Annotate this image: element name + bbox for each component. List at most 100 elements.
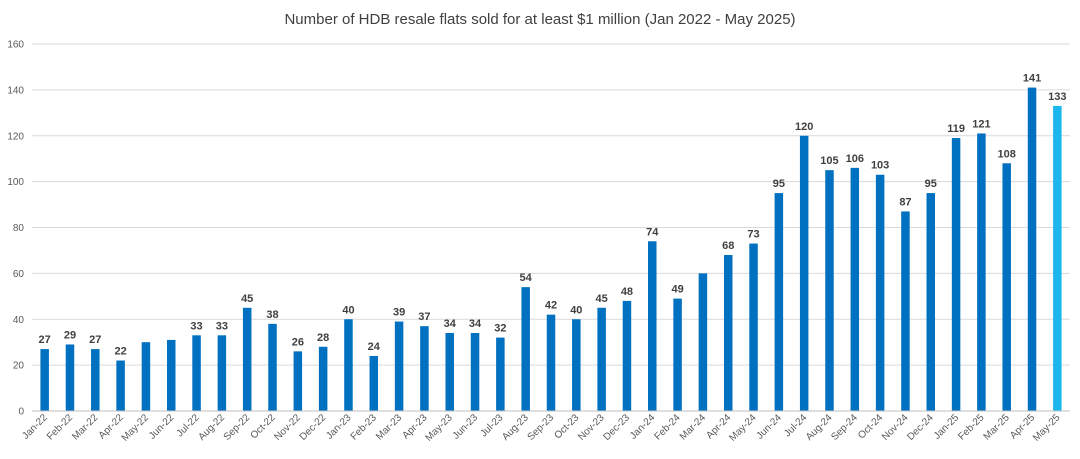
x-tick-label: Dec-24: [905, 412, 936, 443]
data-label: 34: [444, 318, 457, 330]
bar: [116, 360, 125, 411]
x-tick-label: Mar-23: [374, 412, 404, 442]
bar: [40, 349, 49, 411]
bar: [951, 138, 961, 411]
bar: [774, 193, 784, 411]
data-label: 22: [114, 346, 126, 358]
y-tick-label: 60: [13, 269, 25, 280]
bar: [648, 241, 657, 411]
bar: [825, 170, 834, 411]
x-tick-label: Jan-23: [324, 412, 354, 442]
x-tick-label: Nov-22: [272, 412, 303, 443]
data-label: 40: [570, 304, 582, 316]
bar: [470, 333, 480, 411]
bar: [572, 319, 581, 411]
x-tick-label: May-25: [1031, 412, 1063, 444]
gridlines: [32, 43, 1070, 366]
data-label: 141: [1023, 73, 1041, 85]
bar: [1002, 163, 1011, 411]
data-label: 45: [596, 293, 608, 305]
bar: [546, 314, 556, 411]
x-tick-label: Aug-23: [500, 412, 531, 443]
x-tick-label: Nov-24: [880, 412, 911, 443]
x-tick-label: Mar-25: [982, 412, 1012, 442]
x-tick-label: Mar-24: [678, 412, 708, 442]
y-tick-label: 20: [13, 361, 25, 372]
bar: [141, 342, 151, 411]
x-tick-label: Dec-23: [601, 412, 632, 443]
y-tick-label: 80: [13, 223, 25, 234]
data-label: 119: [947, 123, 965, 135]
x-axis-ticks: Jan-22Feb-22Mar-22Apr-22May-22Jun-22Jul-…: [20, 412, 1062, 444]
y-tick-label: 140: [7, 85, 24, 96]
data-label: 103: [871, 160, 889, 172]
data-label: 95: [925, 178, 937, 190]
data-label: 27: [89, 334, 101, 346]
x-tick-label: Nov-23: [576, 412, 607, 443]
data-label: 54: [520, 272, 533, 284]
data-label: 27: [39, 334, 51, 346]
bar: [242, 307, 252, 411]
x-tick-label: Sep-23: [526, 412, 557, 443]
data-label: 38: [266, 309, 278, 321]
x-tick-label: Jan-22: [20, 412, 50, 442]
data-label: 120: [795, 121, 813, 133]
x-tick-label: Sep-24: [829, 412, 860, 443]
bar: [420, 326, 429, 411]
data-label: 48: [621, 286, 633, 298]
data-label: 34: [469, 318, 482, 330]
bar: [91, 349, 100, 411]
data-label: 42: [545, 300, 557, 312]
data-label: 39: [393, 307, 405, 319]
data-label: 32: [494, 323, 506, 335]
data-label: 105: [820, 155, 838, 167]
x-tick-label: Jun-24: [755, 412, 785, 442]
bar: [496, 337, 505, 411]
bar: [901, 211, 910, 411]
bar: [318, 346, 328, 411]
bar: [749, 243, 758, 411]
data-label: 106: [846, 153, 864, 165]
bar: [369, 355, 379, 411]
bar: [850, 167, 860, 411]
bar: [673, 298, 682, 411]
bar: [65, 344, 75, 411]
bar: [698, 273, 708, 411]
bar: [926, 193, 936, 411]
x-tick-label: May-24: [727, 412, 759, 444]
x-tick-label: Mar-22: [70, 412, 100, 442]
bar: [268, 323, 277, 411]
bar: [293, 351, 303, 411]
bar: [344, 319, 353, 411]
y-axis-ticks: 0 20 40 60 80 100 120 140 160: [7, 40, 24, 418]
bar: [394, 321, 404, 411]
data-label: 33: [190, 320, 202, 332]
chart-title: Number of HDB resale flats sold for at l…: [284, 11, 795, 28]
x-tick-label: Jan-24: [628, 412, 658, 442]
bar: [217, 335, 227, 411]
x-tick-label: Feb-24: [653, 412, 683, 442]
data-label: 29: [64, 329, 76, 341]
data-label: 87: [899, 196, 911, 208]
bar: [799, 135, 809, 411]
data-label: 40: [342, 304, 354, 316]
data-label: 45: [241, 293, 253, 305]
data-label: 68: [722, 240, 734, 252]
data-label: 33: [216, 320, 228, 332]
x-tick-label: Feb-22: [45, 412, 75, 442]
bar: [622, 300, 632, 411]
bar: [875, 174, 885, 411]
y-tick-label: 40: [13, 315, 25, 326]
x-tick-label: Aug-24: [804, 412, 835, 443]
y-tick-label: 0: [18, 407, 24, 418]
x-tick-label: Dec-22: [298, 412, 329, 443]
bar: [445, 333, 454, 411]
bar: [1053, 105, 1062, 412]
x-tick-label: Jun-23: [451, 412, 481, 442]
bar: [192, 335, 201, 411]
data-label: 108: [998, 148, 1016, 160]
bar: [166, 339, 176, 411]
bar: [1027, 87, 1037, 412]
x-tick-label: May-22: [120, 412, 152, 444]
